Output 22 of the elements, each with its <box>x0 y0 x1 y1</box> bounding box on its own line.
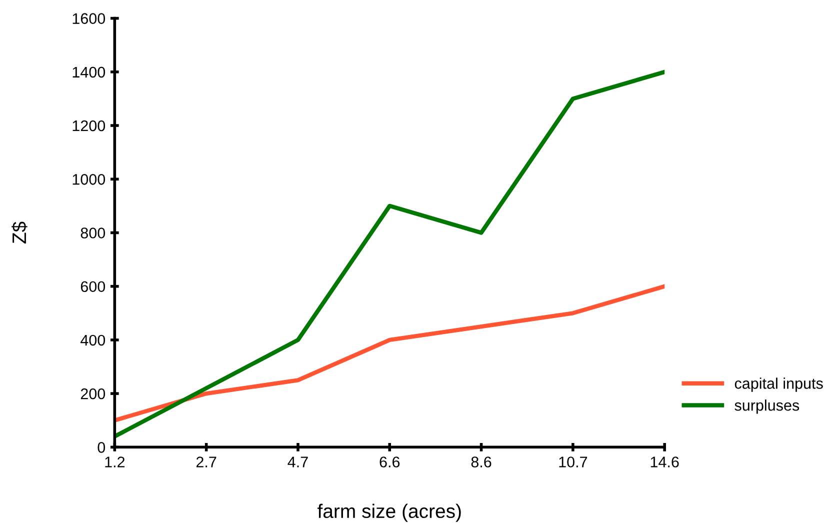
y-tick-label: 1600 <box>72 13 106 24</box>
x-tick-label: 2.7 <box>196 456 216 468</box>
legend-label: capital inputs <box>734 378 823 392</box>
y-axis-title: Z$ <box>12 222 28 244</box>
y-tick-label: 200 <box>80 388 106 400</box>
y-tick-label: 1400 <box>72 66 106 78</box>
x-tick-label: 1.2 <box>105 456 125 468</box>
x-tick-label: 4.7 <box>288 456 308 468</box>
y-tick-label: 0 <box>98 442 106 453</box>
x-axis-title: farm size (acres) <box>318 504 461 522</box>
x-tick-label: 14.6 <box>650 456 679 468</box>
x-tick-label: 10.7 <box>559 456 588 468</box>
x-tick-label: 8.6 <box>471 456 492 468</box>
legend-label: surpluses <box>734 400 800 414</box>
y-tick-label: 1200 <box>72 120 106 132</box>
line-series <box>114 70 665 439</box>
x-tick-label: 6.6 <box>380 456 400 468</box>
y-tick-label: 800 <box>80 228 106 238</box>
line-series <box>114 284 665 422</box>
y-tick-label: 400 <box>80 334 106 346</box>
y-tick-label: 600 <box>80 281 106 292</box>
y-tick-label: 1000 <box>72 174 106 185</box>
